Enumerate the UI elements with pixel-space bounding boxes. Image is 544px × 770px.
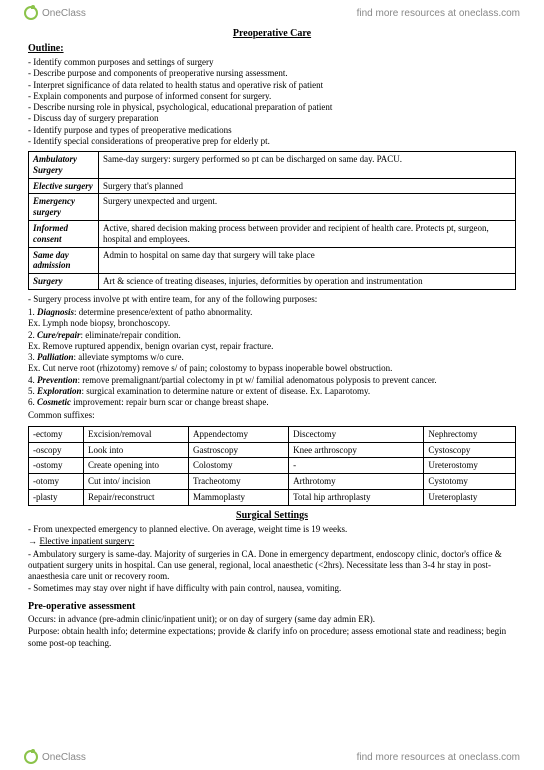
outline-item: - Describe nursing role in physical, psy… bbox=[28, 102, 516, 113]
settings-arrow-line: → Elective inpatient surgery: bbox=[28, 536, 516, 547]
suffix-label: Common suffixes: bbox=[28, 410, 516, 421]
def-cell: Same-day surgery: surgery performed so p… bbox=[99, 152, 516, 179]
outline-item: - Identify common purposes and settings … bbox=[28, 57, 516, 68]
page-title: Preoperative Care bbox=[28, 28, 516, 41]
table-row: Elective surgerySurgery that's planned bbox=[29, 178, 516, 194]
brand-tagline: find more resources at oneclass.com bbox=[357, 752, 520, 763]
logo-icon bbox=[24, 750, 38, 764]
def-cell: Admin to hospital on same day that surge… bbox=[99, 247, 516, 274]
outline-list: - Identify common purposes and settings … bbox=[28, 57, 516, 147]
outline-item: - Identify special considerations of pre… bbox=[28, 136, 516, 147]
arrow-icon: → bbox=[28, 536, 40, 546]
def-cell: Active, shared decision making process b… bbox=[99, 220, 516, 247]
purpose-item: 1. Diagnosis: determine presence/extent … bbox=[28, 307, 516, 318]
preop-line: Occurs: in advance (pre-admin clinic/inp… bbox=[28, 614, 516, 625]
brand-logo: OneClass bbox=[24, 750, 86, 764]
table-row: Ambulatory SurgerySame-day surgery: surg… bbox=[29, 152, 516, 179]
term-cell: Emergency surgery bbox=[29, 194, 99, 221]
outline-item: - Discuss day of surgery preparation bbox=[28, 113, 516, 124]
term-cell: Ambulatory Surgery bbox=[29, 152, 99, 179]
def-cell: Surgery that's planned bbox=[99, 178, 516, 194]
purpose-item: 2. Cure/repair: eliminate/repair conditi… bbox=[28, 330, 516, 341]
term-cell: Informed consent bbox=[29, 220, 99, 247]
def-cell: Art & science of treating diseases, inju… bbox=[99, 274, 516, 290]
purposes-list: 1. Diagnosis: determine presence/extent … bbox=[28, 307, 516, 408]
table-row: -ostomyCreate opening intoColostomy-Uret… bbox=[29, 458, 516, 474]
process-intro: - Surgery process involve pt with entire… bbox=[28, 294, 516, 305]
purpose-item: 5. Exploration: surgical examination to … bbox=[28, 386, 516, 397]
purpose-item: 3. Palliation: alleviate symptoms w/o cu… bbox=[28, 352, 516, 363]
settings-line: - From unexpected emergency to planned e… bbox=[28, 524, 516, 535]
table-row: SurgeryArt & science of treating disease… bbox=[29, 274, 516, 290]
suffix-table: -ectomyExcision/removalAppendectomyDisce… bbox=[28, 426, 516, 506]
preop-label: Pre-operative assessment bbox=[28, 601, 135, 612]
table-row: Same day admissionAdmin to hospital on s… bbox=[29, 247, 516, 274]
brand-name: OneClass bbox=[42, 8, 86, 19]
logo-icon bbox=[24, 6, 38, 20]
purpose-item: 6. Cosmetic improvement: repair burn sca… bbox=[28, 397, 516, 408]
preop-line: Purpose: obtain health info; determine e… bbox=[28, 626, 516, 649]
brand-name: OneClass bbox=[42, 752, 86, 763]
document-body: Preoperative Care Outline: - Identify co… bbox=[0, 26, 544, 654]
purpose-item: 4. Prevention: remove premalignant/parti… bbox=[28, 375, 516, 386]
table-row: -ectomyExcision/removalAppendectomyDisce… bbox=[29, 426, 516, 442]
table-row: -otomyCut into/ incisionTracheotomyArthr… bbox=[29, 474, 516, 490]
settings-line: - Ambulatory surgery is same-day. Majori… bbox=[28, 549, 516, 583]
terms-table: Ambulatory SurgerySame-day surgery: surg… bbox=[28, 151, 516, 290]
outline-item: - Identify purpose and types of preopera… bbox=[28, 125, 516, 136]
settings-line: - Sometimes may stay over night if have … bbox=[28, 583, 516, 594]
purpose-ex: Ex. Remove ruptured appendix, benign ova… bbox=[28, 341, 516, 352]
purpose-ex: Ex. Lymph node biopsy, bronchoscopy. bbox=[28, 318, 516, 329]
table-row: -oscopyLook intoGastroscopyKnee arthrosc… bbox=[29, 442, 516, 458]
table-row: Emergency surgerySurgery unexpected and … bbox=[29, 194, 516, 221]
table-row: Informed consentActive, shared decision … bbox=[29, 220, 516, 247]
term-cell: Same day admission bbox=[29, 247, 99, 274]
table-row: -plastyRepair/reconstructMammoplastyTota… bbox=[29, 489, 516, 505]
brand-logo: OneClass bbox=[24, 6, 86, 20]
page-header: OneClass find more resources at oneclass… bbox=[0, 0, 544, 26]
outline-item: - Interpret significance of data related… bbox=[28, 80, 516, 91]
settings-title: Surgical Settings bbox=[28, 510, 516, 523]
outline-label: Outline: bbox=[28, 43, 516, 56]
purpose-ex: Ex. Cut nerve root (rhizotomy) remove s/… bbox=[28, 363, 516, 374]
outline-item: - Describe purpose and components of pre… bbox=[28, 68, 516, 79]
def-cell: Surgery unexpected and urgent. bbox=[99, 194, 516, 221]
term-cell: Elective surgery bbox=[29, 178, 99, 194]
brand-tagline: find more resources at oneclass.com bbox=[357, 8, 520, 19]
outline-item: - Explain components and purpose of info… bbox=[28, 91, 516, 102]
page-footer: OneClass find more resources at oneclass… bbox=[0, 744, 544, 770]
term-cell: Surgery bbox=[29, 274, 99, 290]
